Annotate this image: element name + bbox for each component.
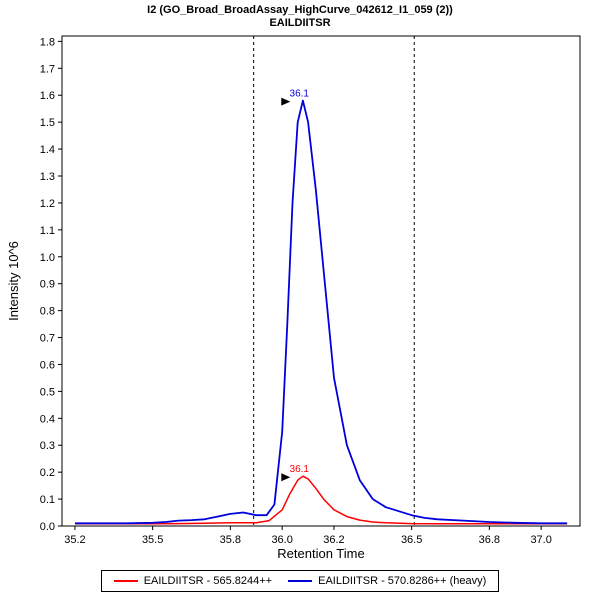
chromatogram-trace-0 (75, 475, 568, 525)
x-tick-label: 35.2 (64, 534, 85, 546)
y-tick-label: 1.4 (40, 144, 55, 156)
y-tick-label: 0.2 (40, 467, 55, 479)
y-tick-label: 1.7 (40, 63, 55, 75)
x-tick-label: 35.5 (142, 534, 163, 546)
legend-label-heavy: EAILDIITSR - 570.8286++ (heavy) (318, 575, 487, 587)
y-tick-label: 0.7 (40, 333, 55, 345)
y-tick-label: 0.5 (40, 386, 55, 398)
peak-arrow-icon (281, 473, 291, 482)
y-tick-label: 1.2 (40, 198, 55, 210)
chromatogram-trace-1 (75, 99, 568, 525)
chart-title: I2 (GO_Broad_BroadAssay_HighCurve_042612… (147, 4, 453, 16)
legend-item-heavy[interactable]: EAILDIITSR - 570.8286++ (heavy) (288, 575, 486, 587)
x-tick-label: 36.0 (271, 534, 292, 546)
red-line-swatch (113, 580, 138, 582)
chromatogram-plot[interactable]: Retention Time Intensity 10^6 0.0 0.1 0.2 0… (0, 28, 600, 569)
blue-line-swatch (288, 580, 313, 582)
y-tick-label: 1.3 (40, 171, 55, 183)
legend: EAILDIITSR - 565.8244++ EAILDIITSR - 570… (0, 569, 600, 592)
y-axis-label: Intensity 10^6 (6, 241, 21, 321)
y-tick-label: 1.0 (40, 252, 55, 264)
y-tick-label: 0.0 (40, 521, 55, 533)
y-tick-label: 0.8 (40, 306, 55, 318)
chart-header: I2 (GO_Broad_BroadAssay_HighCurve_042612… (0, 4, 600, 30)
plot-border (61, 35, 581, 527)
y-tick-label: 0.6 (40, 359, 55, 371)
peak-time-annotation-1: 36.1 (290, 89, 310, 100)
x-axis-label: Retention Time (277, 546, 364, 561)
x-tick-label: 35.8 (220, 534, 241, 546)
x-tick-label: 36.8 (479, 534, 500, 546)
x-tick-label: 36.5 (401, 534, 422, 546)
x-tick-label: 37.0 (530, 534, 551, 546)
legend-box: EAILDIITSR - 565.8244++ EAILDIITSR - 570… (100, 570, 500, 592)
y-tick-label: 0.4 (40, 413, 55, 425)
y-tick-label: 0.9 (40, 279, 55, 291)
y-tick-label: 1.1 (40, 225, 55, 237)
peak-time-annotation-0: 36.1 (290, 464, 310, 475)
y-tick-label: 1.5 (40, 117, 55, 129)
legend-item-light[interactable]: EAILDIITSR - 565.8244++ (113, 575, 273, 587)
y-tick-label: 1.6 (40, 90, 55, 102)
x-tick-label: 36.2 (323, 534, 344, 546)
y-tick-label: 0.1 (40, 494, 55, 506)
peak-arrow-icon (281, 97, 291, 106)
y-tick-label: 1.8 (40, 36, 55, 48)
chart-subtitle: EAILDIITSR (269, 17, 331, 29)
y-tick-label: 0.3 (40, 440, 55, 452)
legend-label-light: EAILDIITSR - 565.8244++ (143, 575, 273, 587)
